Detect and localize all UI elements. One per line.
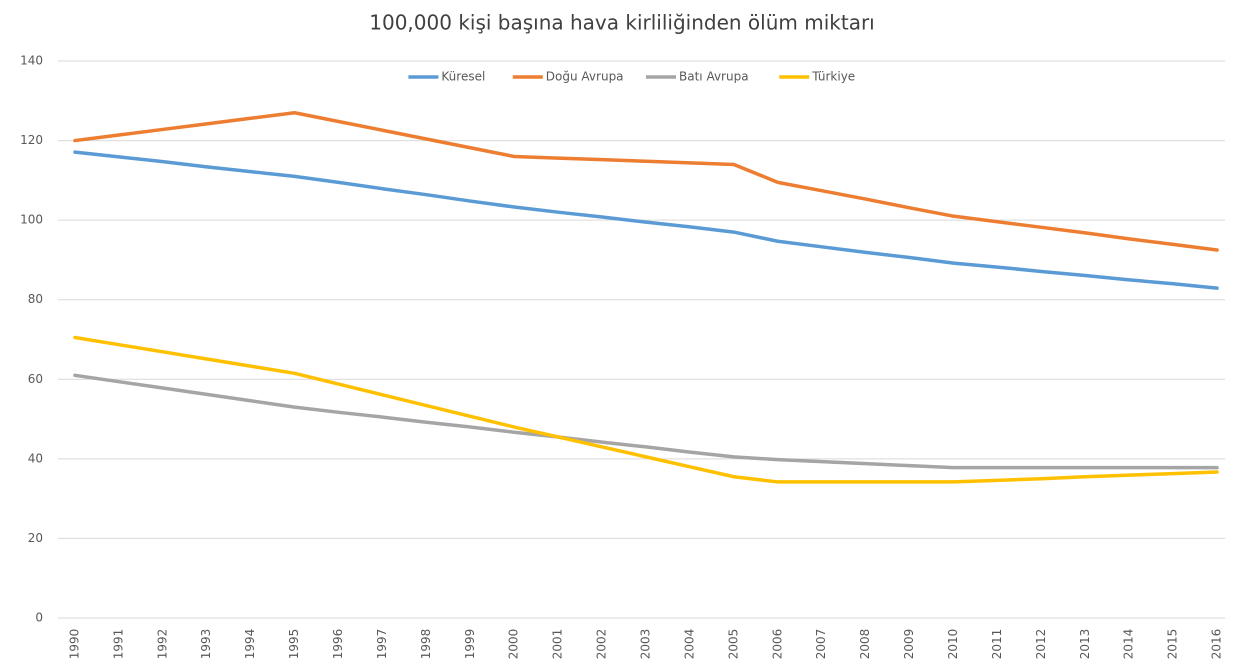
x-tick-label: 2003 — [639, 629, 653, 660]
x-tick-label: 2005 — [726, 629, 740, 660]
x-tick-label: 2012 — [1034, 629, 1048, 660]
legend-label: Türkiye — [811, 70, 855, 84]
y-tick-label: 40 — [28, 451, 43, 465]
x-tick-label: 1997 — [375, 629, 389, 660]
series-line — [73, 150, 1219, 290]
y-tick-label: 120 — [20, 133, 43, 147]
x-tick-label: 2007 — [814, 629, 828, 660]
x-tick-label: 1995 — [287, 629, 301, 660]
x-tick-label: 1990 — [67, 629, 81, 660]
x-tick-label: 2016 — [1210, 629, 1224, 660]
legend-label: Batı Avrupa — [679, 70, 749, 84]
x-tick-label: 1999 — [463, 629, 477, 660]
legend-label: Doğu Avrupa — [546, 70, 624, 84]
x-tick-label: 2000 — [507, 629, 521, 660]
x-tick-label: 2014 — [1122, 629, 1136, 660]
series-line — [73, 373, 1219, 470]
y-tick-label: 20 — [28, 531, 43, 545]
x-tick-label: 2009 — [902, 629, 916, 660]
x-tick-label: 2011 — [990, 629, 1004, 660]
y-tick-label: 80 — [28, 292, 43, 306]
x-tick-label: 2002 — [595, 629, 609, 660]
legend-label: Küresel — [441, 70, 485, 84]
series-line — [73, 335, 1219, 484]
x-tick-label: 1996 — [331, 629, 345, 660]
x-tick-label: 2010 — [946, 629, 960, 660]
x-tick-label: 2004 — [682, 629, 696, 660]
chart-title: 100,000 kişi başına hava kirliliğinden ö… — [369, 11, 875, 35]
x-tick-label: 2001 — [551, 629, 565, 660]
x-tick-label: 1991 — [111, 629, 125, 660]
series-line — [73, 110, 1219, 252]
x-tick-label: 1994 — [243, 629, 257, 660]
x-tick-label: 1998 — [419, 629, 433, 660]
x-tick-label: 2006 — [770, 629, 784, 660]
x-tick-label: 1992 — [155, 629, 169, 660]
y-tick-label: 0 — [35, 611, 43, 625]
y-tick-label: 60 — [28, 372, 43, 386]
x-tick-label: 2008 — [858, 629, 872, 660]
x-tick-label: 1993 — [199, 629, 213, 660]
x-tick-label: 2015 — [1166, 629, 1180, 660]
y-tick-label: 100 — [20, 213, 43, 227]
y-tick-label: 140 — [20, 54, 43, 68]
x-tick-label: 2013 — [1078, 629, 1092, 660]
